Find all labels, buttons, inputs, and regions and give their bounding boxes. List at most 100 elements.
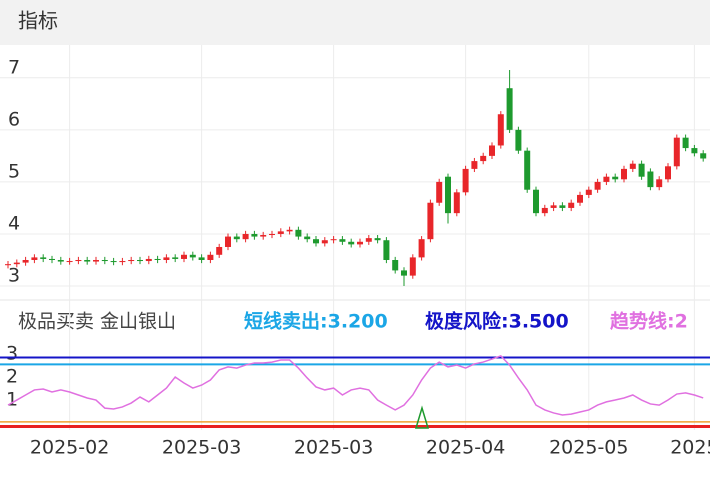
candle-body [691,148,698,154]
candle-body [612,176,619,180]
candle-body [436,181,443,203]
candle-body [374,238,381,241]
candle-body [418,239,425,258]
candle-body [524,150,531,190]
candle-body [172,257,179,259]
candle-body [621,168,627,180]
candle-body [154,258,161,260]
candle-body [365,238,372,242]
candle-body [137,259,143,262]
candle-body [427,202,434,240]
y-tick-label: 7 [8,56,20,78]
candle-body [665,166,671,180]
candle-body [392,259,399,271]
candle-body [189,254,196,258]
legend-label: 极度风险:3.500 [425,310,569,333]
candle-body [75,259,82,262]
candle-body [348,241,355,245]
candle-body [5,264,11,266]
candle-body [541,207,548,214]
candle-body [401,270,407,276]
candle-body [480,155,487,162]
candle-body [594,181,601,190]
y-tick-label: 5 [8,160,20,182]
candle-body [409,257,416,276]
header-bar [0,0,710,45]
candle-body [682,137,689,149]
indicator-title: 极品买卖 金山银山 [18,311,176,333]
candle-body [84,259,91,262]
x-tick-label: 2025-03 [294,437,373,459]
candle-body [128,259,135,262]
candle-body [93,259,99,262]
candle-body [330,239,337,241]
candle-body [31,257,38,260]
candle-body [49,258,55,260]
y-tick-label: 2 [6,365,18,387]
y-tick-label: 4 [8,212,20,234]
y-tick-label: 3 [8,265,20,287]
candle-body [22,259,29,263]
candle-body [181,254,187,259]
y-tick-label: 6 [8,108,20,130]
candle-body [242,233,249,240]
candle-body [550,205,557,208]
candle-body [286,229,293,232]
candle-body [506,88,513,130]
candle-body [198,257,205,260]
candle-body [445,176,451,214]
candle-body [251,233,258,237]
candle-body [339,239,346,242]
x-tick-label: 2025-02 [30,437,109,459]
candle-body [700,153,707,159]
candle-body [471,161,478,169]
candle-body [453,192,460,214]
trend-line [7,355,704,416]
y-tick-label: 3 [6,342,18,364]
candle-body [145,258,152,262]
candle-body [383,240,390,260]
candle-body [66,261,73,263]
candle-body [568,202,575,208]
candle-body [577,194,583,203]
candle-body [533,189,539,214]
candle-body [462,168,469,193]
candle-body [260,235,267,237]
candle-body [13,262,20,265]
indicator-chart: 321 [0,342,710,428]
candle-body [489,145,495,156]
candle-body [603,176,610,182]
candle-body [673,137,680,167]
candle-body [304,236,311,240]
candle-body [313,239,319,244]
candle-body [638,163,645,177]
candle-body [585,189,592,195]
candle-body [57,259,64,262]
candle-body [163,257,170,260]
candle-body [559,205,566,208]
candle-body [110,261,117,263]
x-tick-label: 2025 [670,437,710,459]
candle-body [497,114,504,146]
candle-body [207,254,214,260]
candle-body [629,163,636,169]
candle-body [515,129,522,151]
candle-body [225,236,231,247]
candle-body [40,257,47,259]
candle-body [233,236,240,240]
candle-chart: 2025-02 2025-03 2025-03 2025-04 2025-05 2025 3… [0,45,710,459]
candle-body [119,261,126,263]
legend-label: 短线卖出:3.200 [244,310,388,333]
candle-body [295,229,302,237]
candle-body [321,240,328,244]
x-tick-label: 2025-05 [549,437,628,459]
x-tick-label: 2025-03 [162,437,241,459]
header-title: 指标 [18,9,58,33]
candle-body [656,179,663,188]
x-tick-label: 2025-04 [426,437,505,459]
candle-body [216,246,223,255]
signal-triangle [414,405,430,429]
candle-body [277,231,284,234]
candle-body [647,171,654,188]
